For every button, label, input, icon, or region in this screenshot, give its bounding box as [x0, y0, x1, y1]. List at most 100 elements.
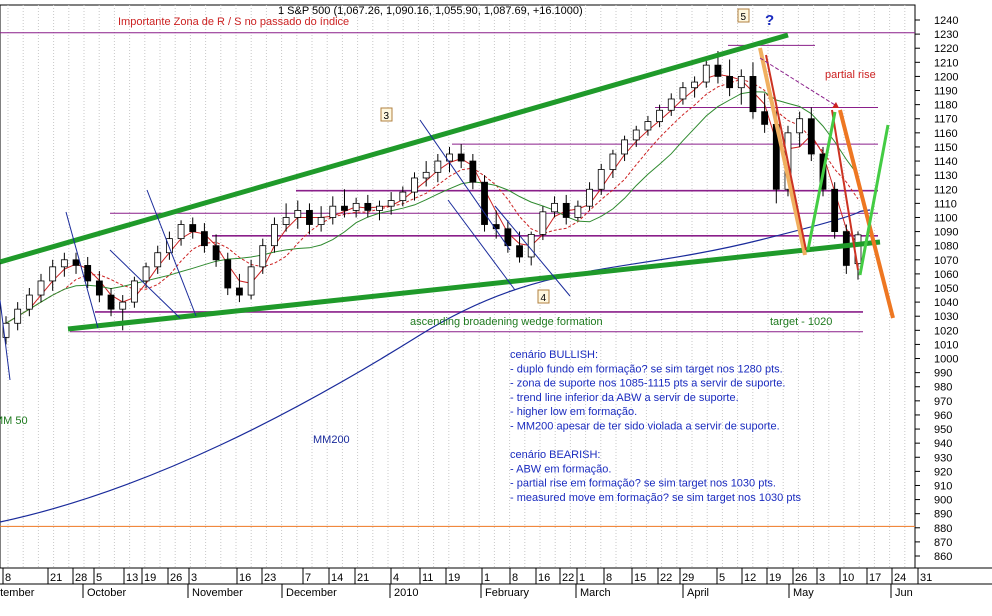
candle-body [726, 76, 734, 89]
x-tick-label: 15 [634, 572, 646, 584]
candle-body [597, 169, 605, 190]
x-tick-label: 21 [357, 572, 369, 584]
y-tick-label: 1040 [934, 297, 958, 309]
x-tick-label: 19 [144, 572, 156, 584]
x-tick-label: 28 [75, 572, 87, 584]
candle-body [411, 177, 418, 193]
candle-body [25, 294, 33, 310]
candle-body [142, 266, 150, 282]
candle-body [49, 266, 57, 282]
x-tick-label: 22 [562, 572, 574, 584]
wave-label-3: 3 [380, 107, 393, 122]
y-tick-label: 1210 [934, 57, 958, 69]
y-tick-label: 1060 [934, 269, 958, 281]
x-tick-label: 16 [538, 572, 550, 584]
y-tick-label: 1110 [934, 198, 957, 210]
y-tick-label: 940 [934, 438, 952, 450]
y-tick-label: 1240 [934, 15, 958, 27]
annotation-target: target - 1020 [770, 316, 832, 328]
candle-body [831, 188, 839, 232]
note-line: cenário BULLISH: [510, 349, 598, 361]
candle-body [14, 308, 22, 324]
y-tick-label: 1190 [934, 86, 958, 98]
y-tick-label: 930 [934, 452, 952, 464]
orange-leg-1 [758, 47, 807, 256]
candle-body [644, 121, 652, 131]
candle-body [714, 64, 722, 77]
orange-leg-2 [838, 109, 895, 319]
note-line: - partial rise em formação? se sim targe… [510, 478, 776, 490]
candle-body [399, 191, 407, 201]
y-tick-label: 1080 [934, 241, 958, 253]
x-month-label: May [793, 587, 814, 599]
candle-body [224, 259, 232, 289]
candle-body [481, 181, 488, 225]
candle-body [247, 266, 255, 296]
x-month-label: October [87, 587, 126, 599]
candle-body [177, 224, 185, 240]
note-line: - trend line inferior da ABW a servir de… [510, 392, 739, 404]
x-tick-label: 31 [920, 572, 932, 584]
candle-body [2, 322, 10, 338]
x-tick-label: 8 [5, 572, 11, 584]
x-month-label: ptember [0, 587, 35, 599]
candle-body [807, 118, 815, 155]
y-tick-label: 920 [934, 466, 952, 478]
x-tick-label: 8 [512, 572, 518, 584]
x-month-label: December [286, 587, 337, 599]
x-tick-label: 16 [239, 572, 251, 584]
x-tick-label: 3 [191, 572, 197, 584]
wave-label-4: 4 [537, 289, 550, 304]
candle-body [154, 252, 162, 268]
candle-body [667, 98, 675, 111]
x-tick-label: 24 [894, 572, 906, 584]
y-tick-label: 1070 [934, 255, 958, 267]
y-tick-label: 1130 [934, 170, 958, 182]
y-tick-label: 880 [934, 523, 952, 535]
candle-body [656, 109, 663, 122]
x-month-label: November [192, 587, 243, 599]
y-tick-label: 970 [934, 396, 952, 408]
x-tick-label: 1 [484, 572, 490, 584]
candle-body [422, 171, 430, 179]
candle-body [632, 129, 640, 141]
candle-body [317, 217, 325, 225]
green-rise-2 [858, 124, 890, 276]
y-tick-label: 1230 [934, 29, 958, 41]
y-tick-label: 890 [934, 509, 952, 521]
candle-body [352, 202, 360, 211]
annotation-mm50: MM 50 [0, 415, 28, 427]
x-month-label: Jun [895, 587, 913, 599]
x-tick-label: 5 [719, 572, 725, 584]
y-tick-label: 900 [934, 495, 952, 507]
candle-body [165, 238, 173, 254]
candle-body [574, 205, 582, 218]
candle-body [434, 160, 442, 173]
chart-title: 1 S&P 500 (1,067.26, 1,090.16, 1,055.90,… [278, 5, 583, 17]
y-tick-label: 990 [934, 368, 952, 380]
wave-label-5: 5 [737, 8, 750, 23]
x-tick-label: 21 [50, 572, 62, 584]
candle-body [306, 210, 313, 225]
y-tick-label: 1120 [934, 184, 958, 196]
y-tick-label: 910 [934, 480, 952, 492]
candle-body [621, 139, 628, 155]
note-line: - duplo fundo em formação? se sim target… [510, 363, 783, 375]
red-leg-2 [831, 109, 859, 271]
candle-body [737, 76, 745, 89]
x-tick-label: 4 [393, 572, 399, 584]
candle-body [387, 200, 395, 207]
candle-body [84, 265, 92, 282]
candle-body [527, 233, 535, 258]
candle-body [691, 81, 699, 89]
x-tick-label: 29 [682, 572, 694, 584]
note-line: - measured move em formação? se sim targ… [510, 492, 802, 504]
y-tick-label: 960 [934, 410, 952, 422]
candle-body [457, 153, 465, 162]
candle-body [189, 224, 197, 232]
channel-line [109, 249, 181, 319]
y-tick-label: 1140 [934, 156, 958, 168]
candle-body [749, 76, 757, 113]
x-tick-label: 26 [170, 572, 182, 584]
